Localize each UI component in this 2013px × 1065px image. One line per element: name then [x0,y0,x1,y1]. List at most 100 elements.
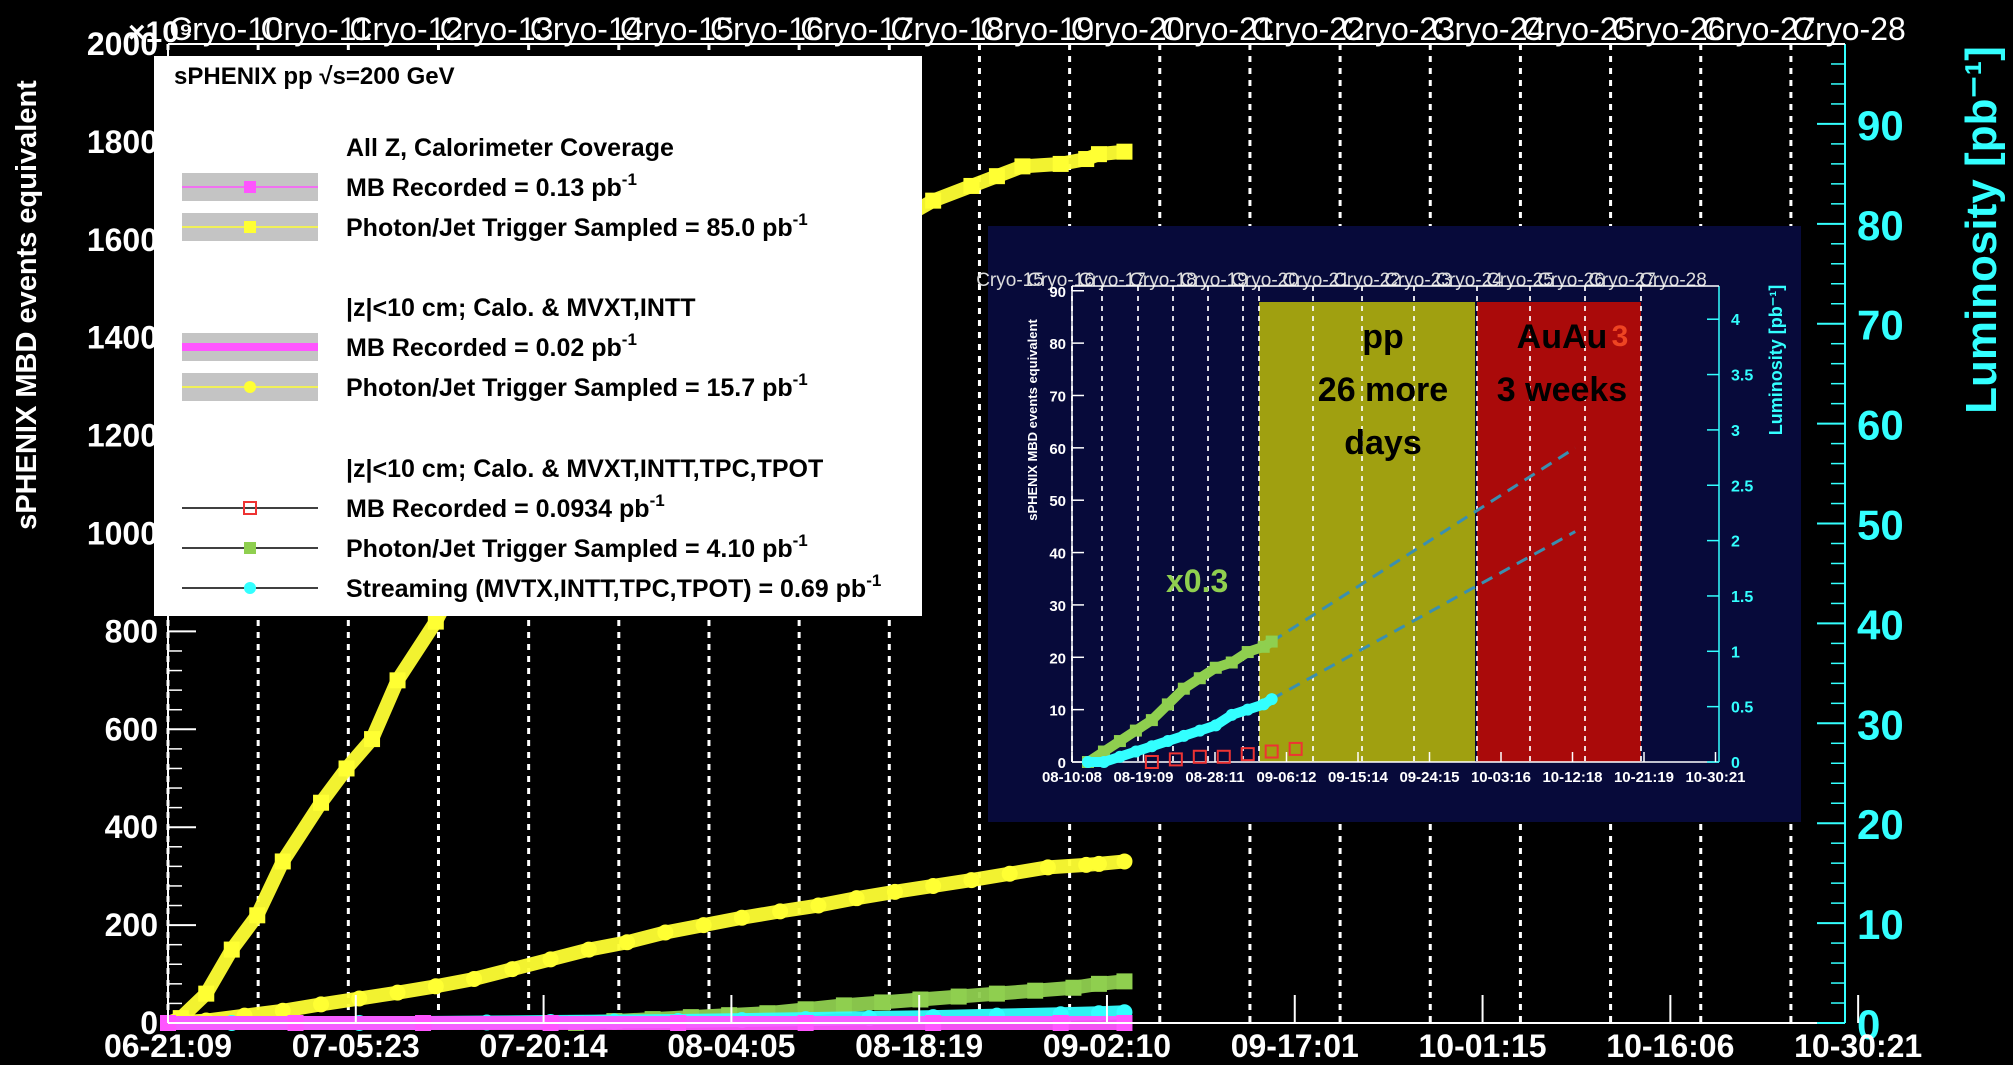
auau-extra-label: 3 [1612,320,1629,353]
data-point [466,970,483,987]
inset-y-tick-label: 60 [1049,441,1066,458]
y-tick-label: 1200 [87,418,158,454]
inset-chart: Cryo-15Cryo-16Cryo-17Cryo-18Cryo-19Cryo-… [976,226,1801,822]
cryo-label: Cryo-19 [981,11,1095,47]
data-point [810,897,827,914]
cryo-label: Cryo-22 [1251,11,1365,47]
y-axis-label: sPHENIX MBD events equivalent [11,80,43,530]
cryo-label: Cryo-27 [1702,11,1816,47]
data-point [1116,143,1133,160]
x-tick-label: 09-17:01 [1231,1028,1359,1064]
data-point [389,672,406,689]
data-point [1216,749,1231,764]
x-tick-label: 10-30:21 [1794,1028,1922,1064]
data-point [925,877,942,894]
legend-group-title: |z|<10 cm; Calo. & MVXT,INTT [346,294,695,322]
inset-y-tick-label: 30 [1049,598,1066,615]
cryo-label: Cryo-10 [169,11,283,47]
inset-y-tick-label: 70 [1049,388,1066,405]
data-point [988,985,1005,1002]
auau-region-label: AuAu [1517,318,1608,356]
inset-x-tick-label: 08-19:09 [1113,769,1173,786]
data-point [1288,741,1303,756]
y-right-tick-label: 40 [1857,601,1904,648]
data-point [1039,859,1056,876]
y-tick-label: 400 [105,809,158,845]
cryo-label: Cryo-17 [800,11,914,47]
data-point [1144,755,1159,769]
data-point [1168,752,1183,767]
legend-entry-label: MB Recorded = 0.0934 pb-1 [346,491,665,523]
data-point [925,192,942,209]
cryo-label: Cryo-13 [440,11,554,47]
data-point [1265,693,1278,706]
inset-x-tick-label: 09-15:14 [1328,769,1389,786]
data-point [244,221,256,233]
data-point [657,924,674,941]
cryo-label: Cryo-20 [1071,11,1185,47]
data-point [223,941,240,958]
inset-x-tick-label: 08-10:08 [1042,769,1102,786]
inset-projection-line [1270,446,1577,643]
axes: 0200400600800100012001400160018002000010… [87,26,1922,1064]
data-point [1090,975,1107,992]
x-tick-label: 09-02:10 [1043,1028,1171,1064]
data-point [1097,745,1110,758]
legend-entry-sup: -1 [793,210,808,229]
data-point [1078,151,1095,168]
data-point [1129,745,1142,758]
inset-y-right-tick-label: 3 [1731,423,1740,440]
data-point [542,951,559,968]
auau-region [1477,302,1641,762]
data-point [1081,756,1094,768]
y-tick-label: 200 [105,907,158,943]
data-point [988,168,1005,185]
data-point [1052,155,1069,172]
inset-series [1081,635,1278,768]
data-point [1193,672,1206,685]
inset-series [1144,741,1303,769]
y-tick-label: 1000 [87,516,158,552]
legend-entry-sup: -1 [622,330,637,349]
data-point [427,613,444,630]
data-point [1113,750,1126,763]
inset-y-tick-label: 40 [1049,546,1066,563]
legend-entry-sup: -1 [793,531,808,550]
auau-region-label: 3 weeks [1497,371,1627,409]
inset-y-tick-label: 50 [1049,493,1066,510]
data-point [504,961,521,978]
data-point [963,177,980,194]
data-point [1145,740,1158,753]
data-point [244,181,256,193]
data-point [244,582,256,594]
x-tick-label: 06-21:09 [104,1028,232,1064]
y-axis-right-label: Luminosity [pb⁻¹] [1957,46,2006,414]
inset-y-tick-label: 20 [1049,650,1066,667]
y-tick-label: 1800 [87,124,158,160]
x-tick-label: 07-05:23 [292,1028,420,1064]
legend-entry-sup: -1 [866,571,881,590]
data-point [950,988,967,1005]
y-right-tick-label: 30 [1857,701,1904,748]
inset-x-tick-label: 10-21:19 [1614,769,1674,786]
legend-entry-label: Photon/Jet Trigger Sampled = 15.7 pb-1 [346,370,808,402]
y-tick-label: 1400 [87,320,158,356]
data-point [695,917,712,934]
data-point [1209,661,1222,674]
data-point [1241,646,1254,659]
legend: sPHENIX pp √s=200 GeV All Z, Calorimeter … [154,56,922,616]
y-tick-label: 0 [140,1005,158,1041]
legend-entry-sup: -1 [650,491,665,510]
inset-y-right-tick-label: 0.5 [1731,700,1753,717]
x-tick-label: 08-04:05 [667,1028,795,1064]
cryo-label: Cryo-25 [1522,11,1636,47]
data-point [733,909,750,926]
data-point [1078,856,1095,873]
data-point [1240,747,1255,762]
data-point [1225,656,1238,669]
data-point [1014,158,1031,175]
data-point [1090,146,1107,163]
cryo-labels: Cryo-10Cryo-11Cryo-12Cryo-13Cryo-14Cryo-… [169,11,1906,47]
y-right-tick-label: 60 [1857,402,1904,449]
y-right-tick-label: 20 [1857,801,1904,848]
